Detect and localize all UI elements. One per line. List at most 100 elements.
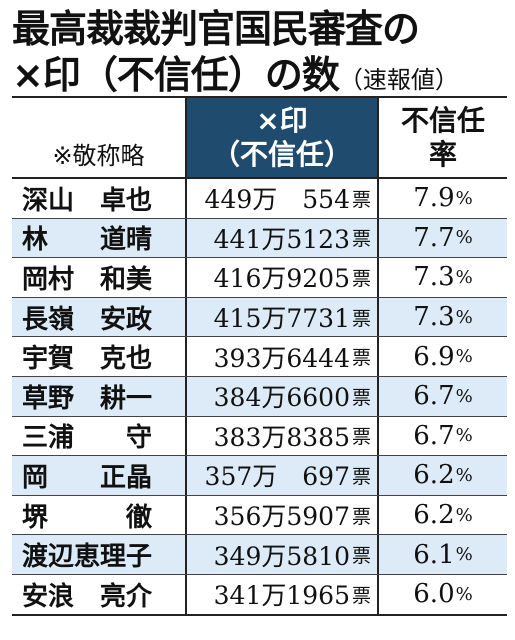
percent-unit: %: [455, 464, 473, 486]
vote-count-cell: 441万5123 票: [187, 218, 379, 258]
vote-unit: 票: [351, 307, 371, 330]
table-row: 安浪 亮介 341万1965 票 6.0%: [12, 573, 507, 614]
table-body: 深山 卓也 449万 554 票 7.9% 林 道晴 441万5123 票 7.7% 岡村 和美…: [12, 179, 507, 614]
percent-unit: %: [455, 544, 473, 566]
table-row: 堺 徹 356万5907 票 6.2%: [12, 494, 507, 535]
percent-unit: %: [455, 504, 473, 526]
honorific-note: ※敬称略: [12, 98, 187, 177]
vote-count-cell: 415万7731 票: [187, 297, 379, 337]
rate-value: 7.3: [413, 302, 455, 333]
vote-count: 356万5907: [213, 502, 350, 532]
judge-name: 林 道晴: [12, 218, 187, 258]
table-row: 草野 耕一 384万6600 票 6.7%: [12, 375, 507, 416]
vote-count-cell: 357万 697 票: [187, 456, 379, 495]
rate-cell: 6.2%: [379, 496, 507, 535]
vote-count: 441万5123: [213, 224, 350, 254]
rate-cell: 6.1%: [379, 535, 507, 574]
table-row: 林 道晴 441万5123 票 7.7%: [12, 217, 507, 258]
judge-name: 岡村 和美: [12, 258, 187, 297]
page-subtitle: （速報値）: [338, 66, 459, 94]
vote-unit: 票: [351, 188, 371, 211]
vote-count-cell: 341万1965 票: [187, 574, 379, 614]
judge-name: 渡辺恵理子: [12, 535, 187, 574]
vote-count-cell: 384万6600 票: [187, 376, 379, 416]
rate-column-header: 不信任 率: [379, 98, 507, 177]
vote-count: 357万 697: [204, 462, 350, 492]
votes-header-line1: ×印: [256, 103, 308, 137]
vote-unit: 票: [351, 347, 371, 370]
rate-cell: 7.3%: [379, 298, 507, 337]
percent-unit: %: [455, 187, 473, 209]
rate-cell: 7.9%: [379, 179, 507, 218]
rate-value: 7.3: [413, 262, 455, 293]
vote-count: 393万6444: [213, 343, 350, 373]
vote-count-cell: 393万6444 票: [187, 337, 379, 376]
judge-name: 岡 正晶: [12, 456, 187, 495]
vote-unit: 票: [351, 584, 371, 607]
vote-unit: 票: [351, 386, 371, 409]
rate-value: 6.7: [413, 381, 455, 412]
judge-name: 宇賀 克也: [12, 337, 187, 376]
table-row: 深山 卓也 449万 554 票 7.9%: [12, 179, 507, 218]
rate-header-line2: 率: [428, 137, 457, 171]
percent-unit: %: [455, 227, 473, 249]
title-block: 最高裁裁判官国民審査の ×印（不信任）の数（速報値）: [12, 6, 507, 103]
percent-unit: %: [455, 346, 473, 368]
vote-count: 349万5810: [213, 541, 350, 571]
rate-cell: 6.0%: [379, 575, 507, 614]
vote-count: 384万6600: [213, 383, 350, 413]
vote-count-cell: 449万 554 票: [187, 179, 379, 218]
vote-count: 416万9205: [213, 264, 350, 294]
votes-header-line2: （不信任）: [211, 137, 352, 171]
vote-count-cell: 349万5810 票: [187, 535, 379, 574]
rate-cell: 6.9%: [379, 337, 507, 376]
rate-cell: 7.7%: [379, 219, 507, 258]
vote-count-cell: 356万5907 票: [187, 495, 379, 535]
table-header: ※敬称略 ×印 （不信任） 不信任 率: [12, 98, 507, 179]
rate-header-line1: 不信任: [400, 103, 485, 137]
vote-count-cell: 416万9205 票: [187, 258, 379, 297]
percent-unit: %: [455, 583, 473, 605]
vote-unit: 票: [351, 426, 371, 449]
table-row: 長嶺 安政 415万7731 票 7.3%: [12, 296, 507, 337]
table-row: 宇賀 克也 393万6444 票 6.9%: [12, 336, 507, 376]
rate-value: 7.9: [413, 183, 455, 214]
rate-cell: 6.7%: [379, 377, 507, 416]
rate-cell: 6.7%: [379, 417, 507, 456]
rate-cell: 6.2%: [379, 456, 507, 495]
vote-count: 341万1965: [213, 581, 350, 611]
table-row: 岡村 和美 416万9205 票 7.3%: [12, 257, 507, 297]
vote-count: 449万 554: [204, 185, 350, 215]
vote-count-cell: 383万8385 票: [187, 416, 379, 456]
vote-unit: 票: [351, 267, 371, 290]
judge-name: 深山 卓也: [12, 179, 187, 218]
percent-unit: %: [455, 266, 473, 288]
vote-count: 383万8385: [213, 422, 350, 452]
percent-unit: %: [455, 385, 473, 407]
percent-unit: %: [455, 306, 473, 328]
vote-count: 415万7731: [213, 304, 350, 334]
votes-column-header: ×印 （不信任）: [187, 98, 379, 177]
rate-value: 6.7: [413, 420, 455, 451]
vote-unit: 票: [351, 505, 371, 528]
judge-name: 三浦 守: [12, 416, 187, 456]
page-title-line2: ×印（不信任）の数（速報値）: [12, 52, 507, 103]
percent-unit: %: [455, 425, 473, 447]
rate-value: 6.1: [413, 539, 455, 570]
table-row: 渡辺恵理子 349万5810 票 6.1%: [12, 534, 507, 574]
rate-value: 6.0: [413, 579, 455, 610]
rate-value: 6.2: [413, 460, 455, 491]
judge-name: 草野 耕一: [12, 376, 187, 416]
page-title-main: ×印（不信任）の数: [12, 53, 340, 97]
table-row: 岡 正晶 357万 697 票 6.2%: [12, 455, 507, 495]
vote-unit: 票: [351, 545, 371, 568]
vote-unit: 票: [351, 465, 371, 488]
rate-value: 6.9: [413, 341, 455, 372]
vote-unit: 票: [351, 228, 371, 251]
judge-name: 堺 徹: [12, 495, 187, 535]
rate-value: 7.7: [413, 222, 455, 253]
rate-value: 6.2: [413, 500, 455, 531]
table-row: 三浦 守 383万8385 票 6.7%: [12, 415, 507, 456]
results-table: ※敬称略 ×印 （不信任） 不信任 率 深山 卓也 449万 554 票 7.9% 林 …: [12, 96, 507, 616]
page-title: 最高裁裁判官国民審査の: [12, 7, 420, 51]
